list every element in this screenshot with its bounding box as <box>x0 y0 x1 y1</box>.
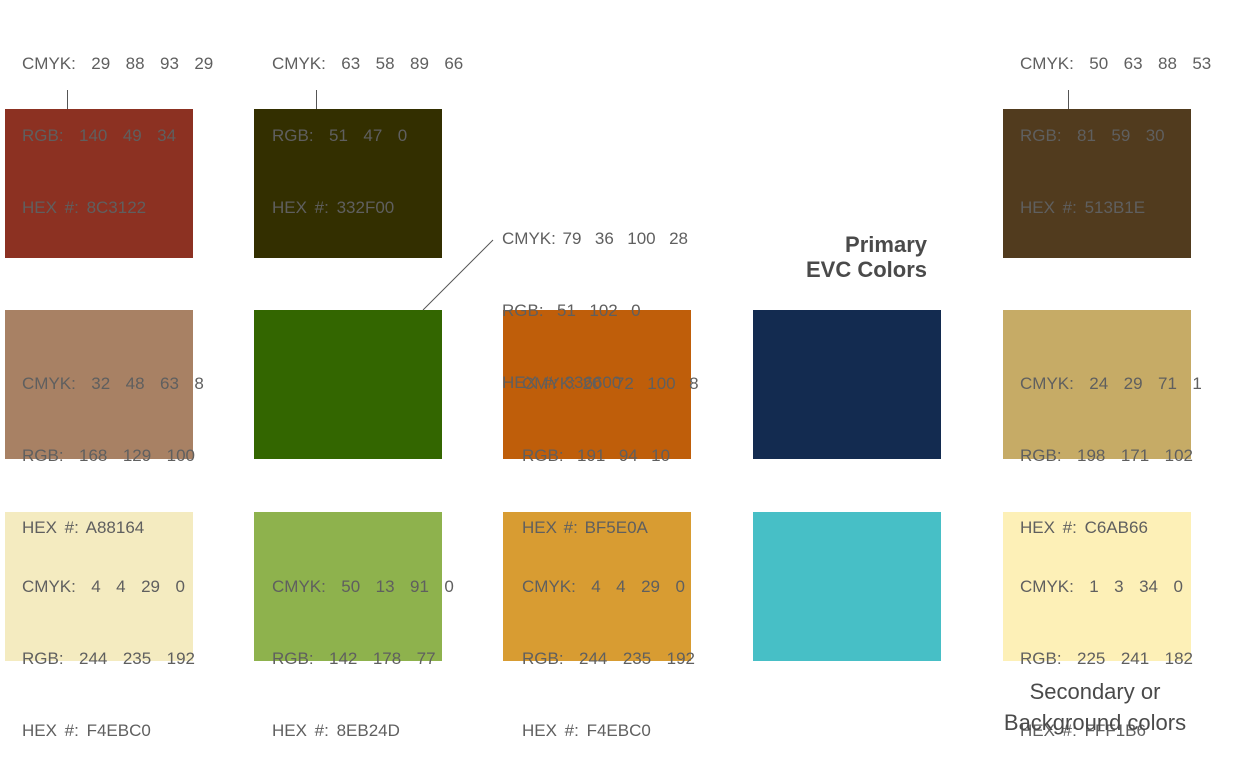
rgb-value: RGB: 51 47 0 <box>272 126 408 145</box>
color-label-c6ab66: CMYK: 24 29 71 1 RGB: 198 171 102 HEX #:… <box>1020 324 1202 564</box>
caption-line-1: Secondary or <box>1029 679 1161 704</box>
rgb-value: RGB: 140 49 34 <box>22 126 177 145</box>
hex-value: HEX #: C6AB66 <box>1020 518 1148 537</box>
hex-value: HEX #: BF5E0A <box>522 518 648 537</box>
swatch-8c3122 <box>5 109 193 258</box>
color-label-f4ebc0-a: CMYK: 4 4 29 0 RGB: 244 235 192 HEX #: F… <box>22 527 195 767</box>
cmyk-value: CMYK: 1 3 34 0 <box>1020 577 1183 596</box>
primary-evc-colors-heading: Primary EVC Colors <box>742 232 927 282</box>
hex-value: HEX #: FFF1B6 <box>1020 721 1146 740</box>
swatch-8eb24d <box>254 512 442 661</box>
hex-value: HEX #: 336600 <box>502 373 622 392</box>
leader-line-513b1e <box>1068 90 1069 109</box>
rgb-value: RGB: 81 59 30 <box>1020 126 1165 145</box>
cmyk-value: CMYK: 29 88 93 29 <box>22 54 214 73</box>
rgb-value: RGB: 244 235 192 <box>22 649 195 668</box>
leader-line-332f00 <box>316 90 317 109</box>
hex-value: HEX #: F4EBC0 <box>522 721 651 740</box>
cmyk-value: CMYK: 4 4 29 0 <box>22 577 185 596</box>
cmyk-value: CMYK: 24 29 71 1 <box>1020 374 1202 393</box>
hex-value: HEX #: 332F00 <box>272 198 395 217</box>
swatch-fff1b6 <box>1003 512 1191 661</box>
cmyk-value: CMYK: 63 58 89 66 <box>272 54 464 73</box>
swatch-336600 <box>254 310 442 459</box>
color-label-8c3122: CMYK: 29 88 93 29 RGB: 140 49 34 HEX #: … <box>22 4 213 244</box>
secondary-colors-caption: Secondary or Background colors <box>965 676 1225 738</box>
swatch-a88164 <box>5 310 193 459</box>
rgb-value: RGB: 142 178 77 <box>272 649 436 668</box>
color-label-f4ebc0-b: CMYK: 4 4 29 0 RGB: 244 235 192 HEX #: F… <box>522 527 695 767</box>
swatch-332f00 <box>254 109 442 258</box>
color-label-a88164: CMYK: 32 48 63 8 RGB: 168 129 100 HEX #:… <box>22 324 204 564</box>
rgb-value: RGB: 244 235 192 <box>522 649 695 668</box>
swatch-navy <box>753 310 941 459</box>
cmyk-value: CMYK: 50 63 88 53 <box>1020 54 1212 73</box>
heading-line-2: EVC Colors <box>805 257 927 282</box>
color-label-332f00: CMYK: 63 58 89 66 RGB: 51 47 0 HEX #: 33… <box>272 4 463 244</box>
color-label-336600: CMYK: 79 36 100 28 RGB: 51 102 0 HEX #: … <box>502 179 688 419</box>
rgb-value: RGB: 225 241 182 <box>1020 649 1193 668</box>
color-label-513b1e: CMYK: 50 63 88 53 RGB: 81 59 30 HEX #: 5… <box>1020 4 1211 244</box>
rgb-value: RGB: 168 129 100 <box>22 446 195 465</box>
rgb-value: RGB: 198 171 102 <box>1020 446 1193 465</box>
leader-line-8c3122 <box>67 90 68 109</box>
hex-value: HEX #: 8EB24D <box>272 721 400 740</box>
cmyk-value: CMYK: 50 13 91 0 <box>272 577 454 596</box>
hex-value: HEX #: F4EBC0 <box>22 721 151 740</box>
cmyk-value: CMYK: 20 72 100 8 <box>522 374 699 393</box>
cmyk-value: CMYK: 79 36 100 28 <box>502 229 688 248</box>
cmyk-value: CMYK: 4 4 29 0 <box>522 577 685 596</box>
caption-line-2: Background colors <box>1003 710 1187 735</box>
swatch-f4ebc0-a <box>5 512 193 661</box>
swatch-d89c32 <box>503 512 691 661</box>
color-label-bf5e0a: CMYK: 20 72 100 8 RGB: 191 94 10 HEX #: … <box>522 324 699 564</box>
hex-value: HEX #: A88164 <box>22 518 145 537</box>
cmyk-value: CMYK: 32 48 63 8 <box>22 374 204 393</box>
hex-value: HEX #: 513B1E <box>1020 198 1146 217</box>
hex-value: HEX #: 8C3122 <box>22 198 147 217</box>
swatch-bf5e0a <box>503 310 691 459</box>
rgb-value: RGB: 191 94 10 <box>522 446 671 465</box>
heading-line-1: Primary <box>845 232 927 257</box>
color-label-fff1b6: CMYK: 1 3 34 0 RGB: 225 241 182 HEX #: F… <box>1020 527 1193 767</box>
color-label-8eb24d: CMYK: 50 13 91 0 RGB: 142 178 77 HEX #: … <box>272 527 454 767</box>
swatch-513b1e <box>1003 109 1191 258</box>
swatch-teal <box>753 512 941 661</box>
swatch-c6ab66 <box>1003 310 1191 459</box>
rgb-value: RGB: 51 102 0 <box>502 301 641 320</box>
